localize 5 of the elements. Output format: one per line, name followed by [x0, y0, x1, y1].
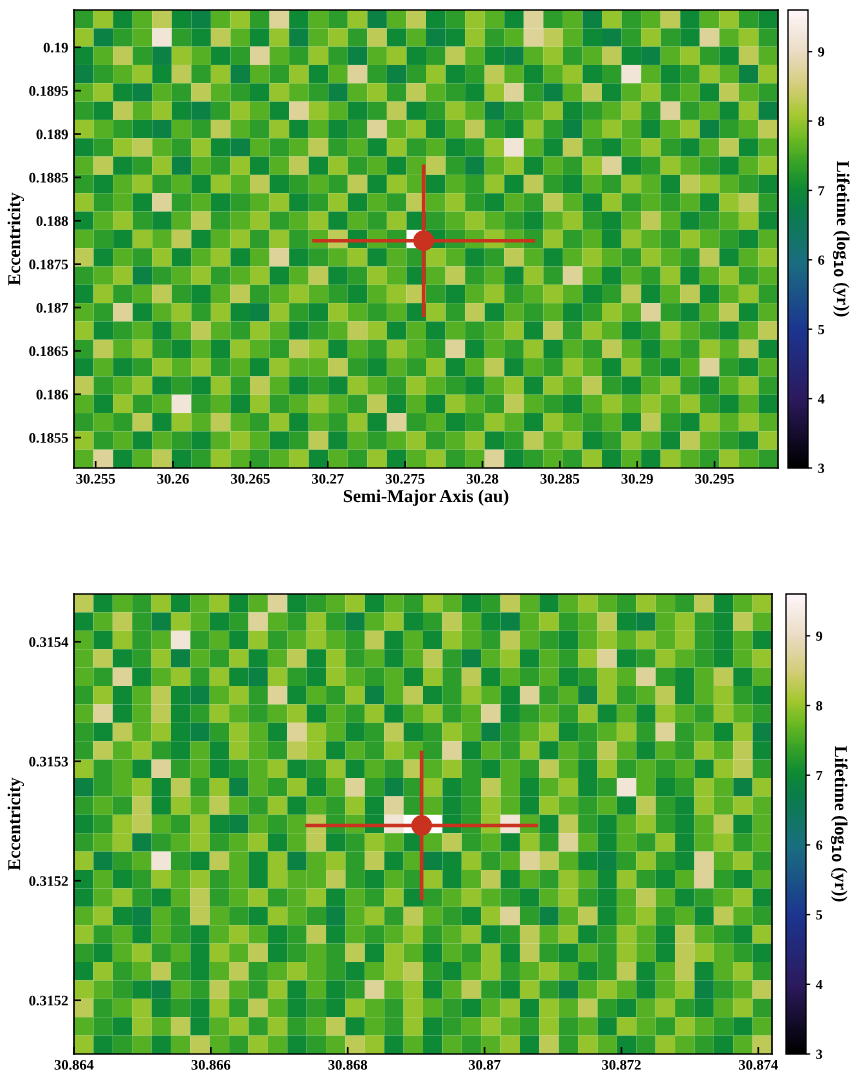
color-bar-title: Lifetime (log$_{10}$ (yr)): [832, 160, 850, 317]
y-axis-title: Eccentricity: [7, 192, 24, 286]
x-axis-title: Semi-Major Axis (au): [343, 489, 509, 506]
y-axis-title: Eccentricity: [7, 777, 24, 871]
color-bar-title: Lifetime (log$_{10}$ (yr)): [830, 745, 848, 902]
